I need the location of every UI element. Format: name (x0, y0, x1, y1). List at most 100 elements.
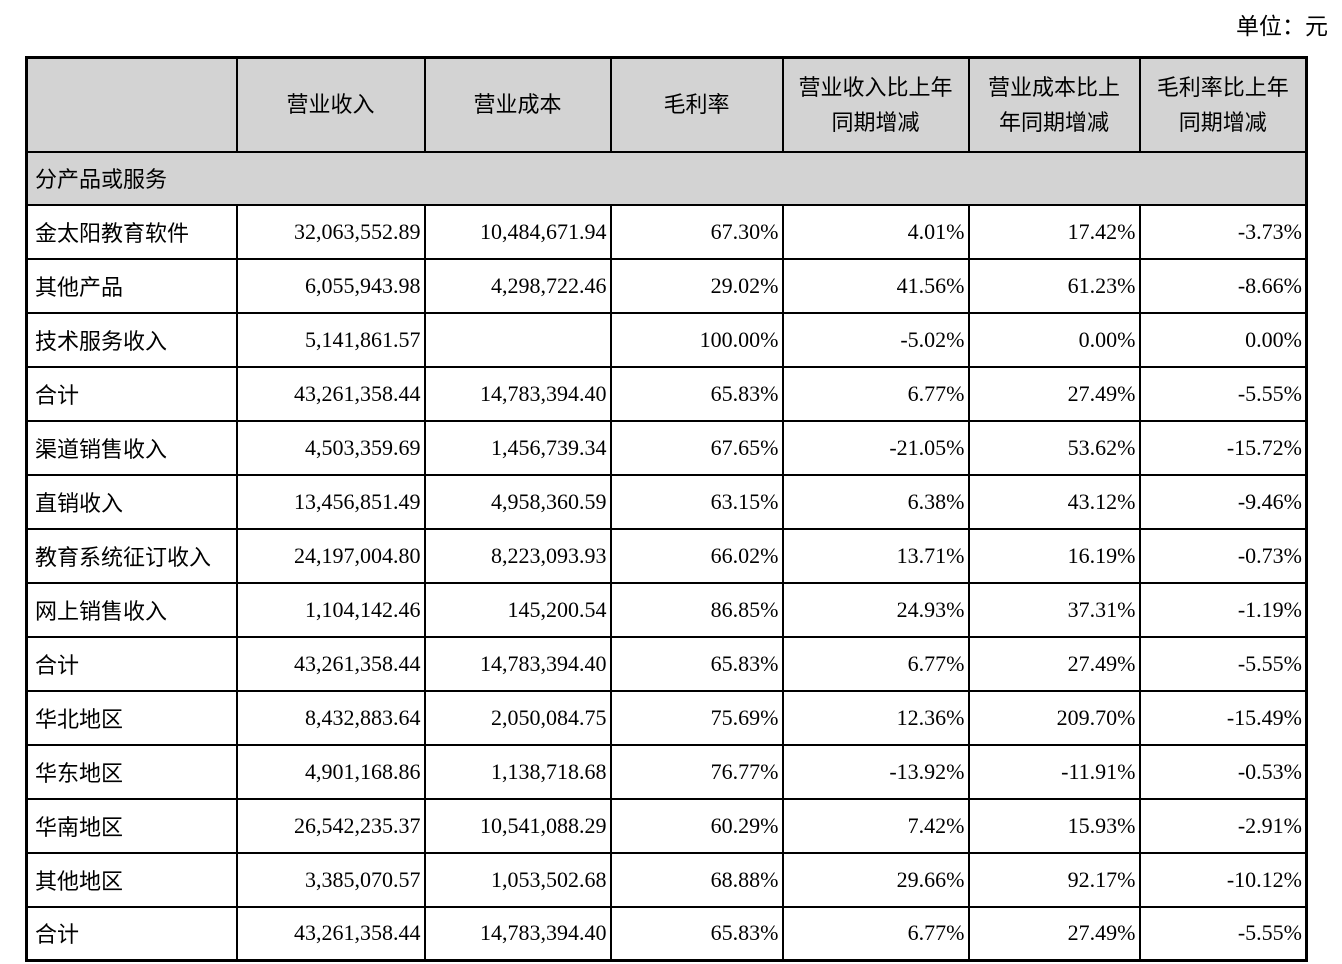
cell-revenue: 6,055,943.98 (235, 257, 426, 314)
cell-cost-yoy: 53.62% (967, 419, 1141, 476)
cell-cost-yoy: 92.17% (967, 851, 1141, 908)
table-row: 金太阳教育软件 32,063,552.89 10,484,671.94 67.3… (25, 203, 1308, 260)
table-row: 直销收入 13,456,851.49 4,958,360.59 63.15% 6… (25, 473, 1308, 530)
cell-cost-yoy: 27.49% (967, 365, 1141, 422)
cell-revenue: 13,456,851.49 (235, 473, 426, 530)
header-row: 营业收入 营业成本 毛利率 营业收入比上年 同期增减 营业成本比上 年同期增减 … (25, 56, 1308, 153)
cell-cost: 14,783,394.40 (423, 365, 612, 422)
cell-label: 合计 (25, 905, 238, 962)
cell-revenue-yoy: 13.71% (781, 527, 970, 584)
cell-label: 渠道销售收入 (25, 419, 238, 476)
cell-margin: 29.02% (609, 257, 784, 314)
col-header-margin-yoy: 毛利率比上年 同期增减 (1138, 56, 1308, 153)
table-row: 网上销售收入 1,104,142.46 145,200.54 86.85% 24… (25, 581, 1308, 638)
table-row: 华北地区 8,432,883.64 2,050,084.75 75.69% 12… (25, 689, 1308, 746)
cell-cost: 8,223,093.93 (423, 527, 612, 584)
cell-label: 教育系统征订收入 (25, 527, 238, 584)
cell-label: 合计 (25, 635, 238, 692)
cell-margin: 67.65% (609, 419, 784, 476)
cell-cost: 10,484,671.94 (423, 203, 612, 260)
cell-margin-yoy: -0.73% (1138, 527, 1308, 584)
cell-label: 华南地区 (25, 797, 238, 854)
cell-cost: 4,298,722.46 (423, 257, 612, 314)
table-row: 其他产品 6,055,943.98 4,298,722.46 29.02% 41… (25, 257, 1308, 314)
cell-margin-yoy: -2.91% (1138, 797, 1308, 854)
table-row: 教育系统征订收入 24,197,004.80 8,223,093.93 66.0… (25, 527, 1308, 584)
cell-revenue: 24,197,004.80 (235, 527, 426, 584)
cell-margin-yoy: -3.73% (1138, 203, 1308, 260)
cell-margin-yoy: -5.55% (1138, 635, 1308, 692)
cell-revenue: 43,261,358.44 (235, 905, 426, 962)
cell-margin-yoy: -5.55% (1138, 365, 1308, 422)
cell-margin-yoy: -1.19% (1138, 581, 1308, 638)
cell-margin: 68.88% (609, 851, 784, 908)
cell-revenue: 4,503,359.69 (235, 419, 426, 476)
cell-label: 华北地区 (25, 689, 238, 746)
cell-revenue: 1,104,142.46 (235, 581, 426, 638)
cell-margin-yoy: -10.12% (1138, 851, 1308, 908)
table-row: 合计 43,261,358.44 14,783,394.40 65.83% 6.… (25, 905, 1308, 962)
col-header-revenue: 营业收入 (235, 56, 426, 153)
cell-revenue: 26,542,235.37 (235, 797, 426, 854)
cell-margin: 76.77% (609, 743, 784, 800)
cell-label: 其他地区 (25, 851, 238, 908)
col-header-blank (25, 56, 238, 153)
cell-revenue-yoy: -21.05% (781, 419, 970, 476)
cell-cost: 14,783,394.40 (423, 635, 612, 692)
cell-label: 直销收入 (25, 473, 238, 530)
table-row: 渠道销售收入 4,503,359.69 1,456,739.34 67.65% … (25, 419, 1308, 476)
cell-cost: 1,456,739.34 (423, 419, 612, 476)
cell-revenue: 4,901,168.86 (235, 743, 426, 800)
cell-label: 合计 (25, 365, 238, 422)
cell-revenue-yoy: -5.02% (781, 311, 970, 368)
cell-margin: 65.83% (609, 905, 784, 962)
section-row: 分产品或服务 (25, 150, 1308, 206)
cell-margin: 63.15% (609, 473, 784, 530)
cell-margin-yoy: -15.49% (1138, 689, 1308, 746)
table-row: 合计 43,261,358.44 14,783,394.40 65.83% 6.… (25, 365, 1308, 422)
cell-margin: 75.69% (609, 689, 784, 746)
cell-cost (423, 311, 612, 368)
cell-margin: 65.83% (609, 635, 784, 692)
cell-label: 金太阳教育软件 (25, 203, 238, 260)
cell-cost: 4,958,360.59 (423, 473, 612, 530)
table-row: 华东地区 4,901,168.86 1,138,718.68 76.77% -1… (25, 743, 1308, 800)
col-header-cost: 营业成本 (423, 56, 612, 153)
cell-cost-yoy: 61.23% (967, 257, 1141, 314)
cell-revenue: 8,432,883.64 (235, 689, 426, 746)
cell-margin-yoy: -9.46% (1138, 473, 1308, 530)
cell-revenue-yoy: -13.92% (781, 743, 970, 800)
cell-cost-yoy: 37.31% (967, 581, 1141, 638)
cell-cost-yoy: 17.42% (967, 203, 1141, 260)
cell-cost-yoy: 0.00% (967, 311, 1141, 368)
table-row: 华南地区 26,542,235.37 10,541,088.29 60.29% … (25, 797, 1308, 854)
cell-revenue-yoy: 12.36% (781, 689, 970, 746)
cell-revenue-yoy: 24.93% (781, 581, 970, 638)
cell-margin-yoy: -15.72% (1138, 419, 1308, 476)
cell-label: 华东地区 (25, 743, 238, 800)
cell-cost: 10,541,088.29 (423, 797, 612, 854)
cell-margin: 86.85% (609, 581, 784, 638)
cell-revenue-yoy: 29.66% (781, 851, 970, 908)
cell-revenue: 43,261,358.44 (235, 365, 426, 422)
section-label: 分产品或服务 (25, 150, 1308, 206)
cell-margin: 100.00% (609, 311, 784, 368)
cell-revenue-yoy: 7.42% (781, 797, 970, 854)
cell-cost-yoy: -11.91% (967, 743, 1141, 800)
cell-cost: 2,050,084.75 (423, 689, 612, 746)
cell-cost: 14,783,394.40 (423, 905, 612, 962)
cell-margin-yoy: -5.55% (1138, 905, 1308, 962)
cell-label: 网上销售收入 (25, 581, 238, 638)
cell-cost: 145,200.54 (423, 581, 612, 638)
cell-cost: 1,138,718.68 (423, 743, 612, 800)
cell-cost-yoy: 209.70% (967, 689, 1141, 746)
cell-margin: 67.30% (609, 203, 784, 260)
cell-revenue-yoy: 41.56% (781, 257, 970, 314)
cell-revenue: 43,261,358.44 (235, 635, 426, 692)
cell-margin: 66.02% (609, 527, 784, 584)
cell-label: 其他产品 (25, 257, 238, 314)
cell-margin-yoy: -8.66% (1138, 257, 1308, 314)
cell-cost-yoy: 16.19% (967, 527, 1141, 584)
cell-revenue-yoy: 6.38% (781, 473, 970, 530)
